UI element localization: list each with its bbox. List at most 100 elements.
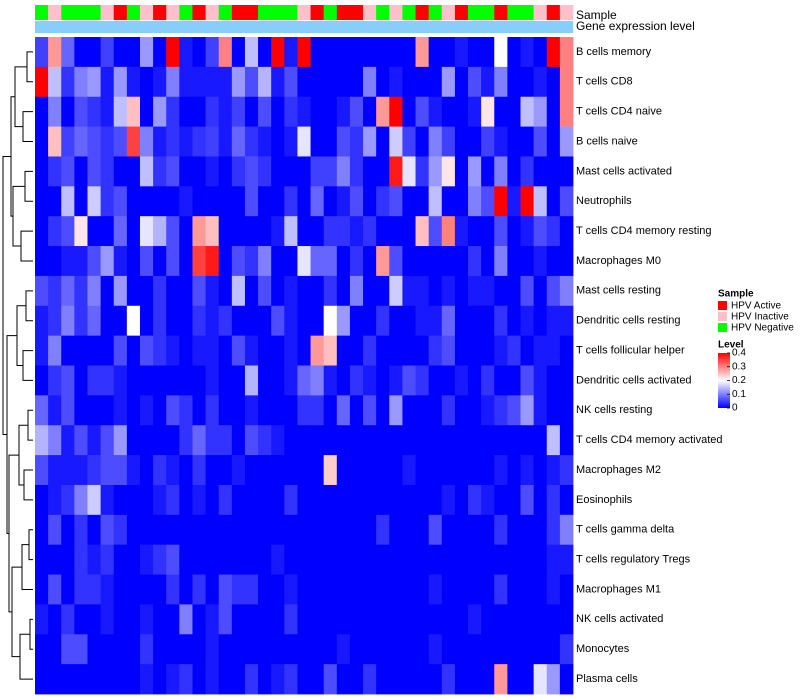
heatmap-cell-r12-c5 bbox=[100, 395, 115, 426]
heatmap-cell-r19-c7 bbox=[126, 604, 141, 635]
heatmap-cell-r17-c1 bbox=[48, 544, 62, 575]
heatmap-cell-r1-c20 bbox=[297, 66, 311, 98]
heatmap-cell-r1-c27 bbox=[389, 66, 403, 98]
heatmap-cell-r1-c7 bbox=[126, 66, 141, 98]
heatmap-cell-r7-c24 bbox=[349, 246, 364, 277]
heatmap-cell-r7-c38 bbox=[533, 246, 548, 277]
heatmap-cell-r20-c29 bbox=[415, 634, 430, 665]
heatmap-cell-r7-c6 bbox=[113, 246, 128, 277]
heatmap-cell-r13-c39 bbox=[546, 425, 561, 456]
heatmap-cell-r0-c10 bbox=[166, 37, 180, 68]
heatmap-cell-r10-c13 bbox=[205, 335, 220, 366]
heatmap-cell-r2-c40 bbox=[559, 96, 574, 127]
heatmap-cell-r12-c22 bbox=[323, 395, 338, 426]
legend-label-negative: HPV Negative bbox=[731, 323, 794, 334]
heatmap-cell-r13-c37 bbox=[520, 425, 535, 456]
heatmap-cell-r8-c26 bbox=[376, 275, 390, 307]
heatmap-cell-r4-c12 bbox=[192, 156, 206, 187]
heatmap-cell-r10-c24 bbox=[349, 335, 364, 366]
heatmap-cell-r6-c20 bbox=[297, 216, 311, 247]
heatmap-cell-r19-c16 bbox=[244, 604, 259, 635]
heatmap-cell-r16-c21 bbox=[310, 514, 325, 546]
heatmap-cell-r16-c0 bbox=[35, 514, 49, 546]
heatmap-cell-r11-c13 bbox=[205, 365, 220, 396]
heatmap-cell-r3-c36 bbox=[507, 126, 521, 157]
heatmap-cell-r20-c17 bbox=[258, 634, 272, 665]
heatmap-cell-r12-c13 bbox=[205, 395, 220, 426]
heatmap-cell-r12-c19 bbox=[284, 395, 298, 426]
heatmap-cell-r10-c20 bbox=[297, 335, 311, 366]
heatmap-cell-r15-c22 bbox=[323, 484, 338, 516]
heatmap-cell-r1-c28 bbox=[402, 66, 416, 98]
row-label-5: Neutrophils bbox=[576, 195, 632, 207]
heatmap-cell-r11-c20 bbox=[297, 365, 311, 396]
heatmap-cell-r7-c14 bbox=[218, 246, 233, 277]
heatmap-cell-r20-c2 bbox=[61, 634, 75, 665]
heatmap-cell-r0-c38 bbox=[533, 37, 548, 68]
heatmap-cell-r2-c17 bbox=[258, 96, 272, 127]
heatmap-cell-r10-c33 bbox=[468, 335, 482, 366]
heatmap-cell-r3-c6 bbox=[113, 126, 128, 157]
heatmap-cell-r11-c15 bbox=[231, 365, 246, 396]
sample-cell-22 bbox=[323, 5, 338, 20]
heatmap-cell-r3-c13 bbox=[205, 126, 220, 157]
heatmap-cell-r3-c19 bbox=[284, 126, 298, 157]
heatmap-cell-r9-c27 bbox=[389, 305, 403, 337]
heatmap-cell-r21-c18 bbox=[271, 664, 285, 695]
heatmap-cell-r0-c19 bbox=[284, 37, 298, 68]
heatmap-cell-r14-c5 bbox=[100, 455, 115, 486]
heatmap-cell-r4-c26 bbox=[376, 156, 390, 187]
heatmap-cell-r12-c7 bbox=[126, 395, 141, 426]
heatmap-cell-r18-c23 bbox=[336, 574, 351, 605]
heatmap-cell-r2-c9 bbox=[153, 96, 167, 127]
heatmap-cell-r13-c34 bbox=[481, 425, 495, 456]
dendrogram-branch bbox=[24, 170, 33, 202]
heatmap-cell-r4-c32 bbox=[454, 156, 469, 187]
heatmap-cell-r6-c10 bbox=[166, 216, 180, 247]
heatmap-cell-r12-c8 bbox=[139, 395, 154, 426]
heatmap-cell-r13-c32 bbox=[454, 425, 469, 456]
heatmap-cell-r5-c1 bbox=[48, 186, 62, 217]
heatmap-cell-r16-c1 bbox=[48, 514, 62, 546]
heatmap-cell-r9-c31 bbox=[441, 305, 456, 337]
heatmap-cell-r12-c40 bbox=[559, 395, 574, 426]
heatmap-cell-r1-c16 bbox=[244, 66, 259, 98]
heatmap-cell-r13-c13 bbox=[205, 425, 220, 456]
heatmap-cell-r4-c14 bbox=[218, 156, 233, 187]
heatmap-cell-r9-c26 bbox=[376, 305, 390, 337]
heatmap-cell-r5-c27 bbox=[389, 186, 403, 217]
heatmap-cell-r7-c12 bbox=[192, 246, 206, 277]
heatmap-cell-r11-c3 bbox=[74, 365, 88, 396]
row-label-1: T cells CD8 bbox=[576, 76, 633, 88]
heatmap-cell-r7-c10 bbox=[166, 246, 180, 277]
heatmap-cell-r19-c23 bbox=[336, 604, 351, 635]
dendrogram-branch bbox=[20, 230, 33, 262]
heatmap-cell-r17-c23 bbox=[336, 544, 351, 575]
legend-level-tick-label-4: 0 bbox=[732, 403, 738, 414]
heatmap-cell-r8-c40 bbox=[559, 275, 574, 307]
row-label-17: T cells regulatory Tregs bbox=[576, 554, 691, 566]
heatmap-cell-r20-c5 bbox=[100, 634, 115, 665]
heatmap-cell-r10-c27 bbox=[389, 335, 403, 366]
heatmap-cell-r14-c1 bbox=[48, 455, 62, 486]
heatmap-cell-r18-c19 bbox=[284, 574, 298, 605]
heatmap-cell-r10-c25 bbox=[363, 335, 377, 366]
sample-cell-8 bbox=[139, 5, 154, 20]
heatmap-cell-r11-c29 bbox=[415, 365, 430, 396]
heatmap-cell-r8-c16 bbox=[244, 275, 259, 307]
row-label-11: Dendritic cells activated bbox=[576, 374, 692, 386]
heatmap-cell-r12-c35 bbox=[494, 395, 508, 426]
sample-cell-29 bbox=[415, 5, 430, 20]
heatmap-cell-r17-c25 bbox=[363, 544, 377, 575]
heatmap-cell-r4-c23 bbox=[336, 156, 351, 187]
heatmap-cell-r8-c35 bbox=[494, 275, 508, 307]
heatmap-cell-r16-c24 bbox=[349, 514, 364, 546]
heatmap-cell-r10-c14 bbox=[218, 335, 233, 366]
heatmap-cell-r21-c24 bbox=[349, 664, 364, 695]
heatmap-cell-r4-c2 bbox=[61, 156, 75, 187]
heatmap-cell-r19-c2 bbox=[61, 604, 75, 635]
heatmap-cell-r3-c33 bbox=[468, 126, 482, 157]
heatmap-cell-r21-c22 bbox=[323, 664, 338, 695]
heatmap-cell-r16-c2 bbox=[61, 514, 75, 546]
heatmap-cell-r17-c8 bbox=[139, 544, 154, 575]
